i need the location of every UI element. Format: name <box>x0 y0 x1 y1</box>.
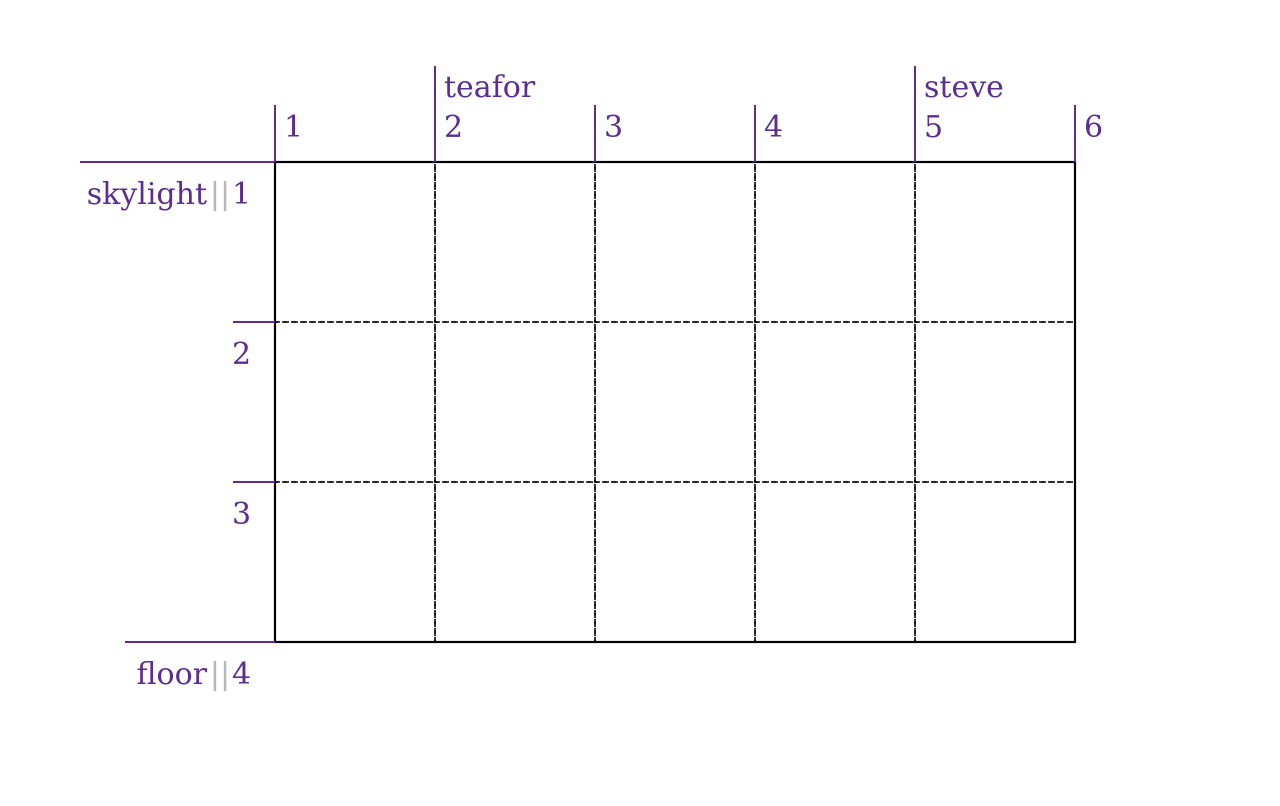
grid-cell <box>434 321 596 483</box>
row-line-number: 2 <box>232 337 251 372</box>
column-line-number: 2 <box>444 110 463 145</box>
name-separator: || <box>210 657 230 692</box>
grid-outer-border <box>273 160 1077 644</box>
grid-cell <box>594 161 756 323</box>
row-line-name: floor <box>137 657 208 692</box>
column-line-number: 4 <box>764 110 783 145</box>
column-line-number: 3 <box>604 110 623 145</box>
column-line-name: teafor <box>444 70 536 105</box>
grid-cells <box>274 161 1076 643</box>
grid-cell <box>754 321 916 483</box>
grid-cell <box>914 161 1076 323</box>
grid-cell <box>434 481 596 643</box>
grid-cell <box>594 321 756 483</box>
row-line-number: 1 <box>232 177 251 212</box>
grid-cell <box>274 321 436 483</box>
column-line-name: steve <box>924 70 1004 105</box>
grid-cell <box>754 481 916 643</box>
grid-cell <box>434 161 596 323</box>
grid-cell <box>274 161 436 323</box>
grid-cell <box>914 481 1076 643</box>
column-line-labels: 1 2 teafor 3 4 5 steve 6 <box>274 66 1103 162</box>
grid-cell <box>274 481 436 643</box>
grid-cell <box>594 481 756 643</box>
grid-cell <box>754 161 916 323</box>
grid-cell <box>914 321 1076 483</box>
row-line-number: 3 <box>232 497 251 532</box>
name-separator: || <box>210 177 230 212</box>
column-line-number: 5 <box>924 110 943 145</box>
column-line-number: 1 <box>284 110 303 145</box>
column-line-number: 6 <box>1084 110 1103 145</box>
row-line-number: 4 <box>232 657 251 692</box>
row-line-name: skylight <box>87 177 207 212</box>
